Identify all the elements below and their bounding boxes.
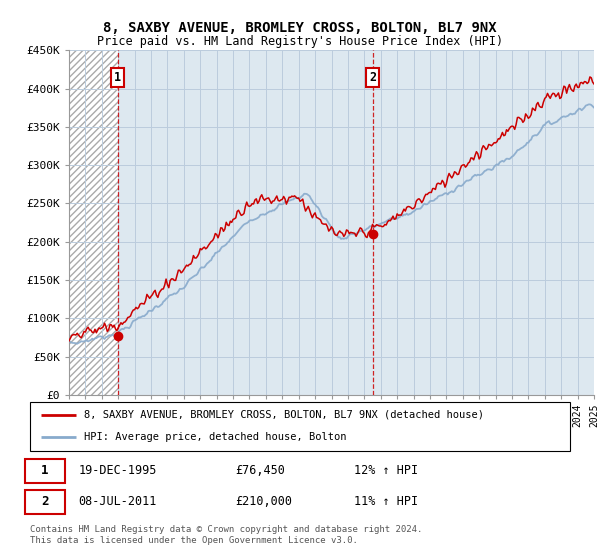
Text: 1: 1 — [114, 71, 121, 83]
FancyBboxPatch shape — [30, 402, 570, 451]
Text: 8, SAXBY AVENUE, BROMLEY CROSS, BOLTON, BL7 9NX (detached house): 8, SAXBY AVENUE, BROMLEY CROSS, BOLTON, … — [84, 410, 484, 420]
Text: 8, SAXBY AVENUE, BROMLEY CROSS, BOLTON, BL7 9NX: 8, SAXBY AVENUE, BROMLEY CROSS, BOLTON, … — [103, 21, 497, 35]
Text: £76,450: £76,450 — [235, 464, 285, 477]
Text: 11% ↑ HPI: 11% ↑ HPI — [354, 495, 418, 508]
FancyBboxPatch shape — [25, 489, 65, 514]
Text: 19-DEC-1995: 19-DEC-1995 — [79, 464, 157, 477]
FancyBboxPatch shape — [25, 459, 65, 483]
Text: Price paid vs. HM Land Registry's House Price Index (HPI): Price paid vs. HM Land Registry's House … — [97, 35, 503, 48]
Text: 08-JUL-2011: 08-JUL-2011 — [79, 495, 157, 508]
Text: 12% ↑ HPI: 12% ↑ HPI — [354, 464, 418, 477]
Text: 2: 2 — [41, 495, 49, 508]
Text: £210,000: £210,000 — [235, 495, 292, 508]
Text: 1: 1 — [41, 464, 49, 477]
Text: HPI: Average price, detached house, Bolton: HPI: Average price, detached house, Bolt… — [84, 432, 347, 442]
Text: 2: 2 — [369, 71, 376, 83]
Text: Contains HM Land Registry data © Crown copyright and database right 2024.
This d: Contains HM Land Registry data © Crown c… — [30, 525, 422, 545]
